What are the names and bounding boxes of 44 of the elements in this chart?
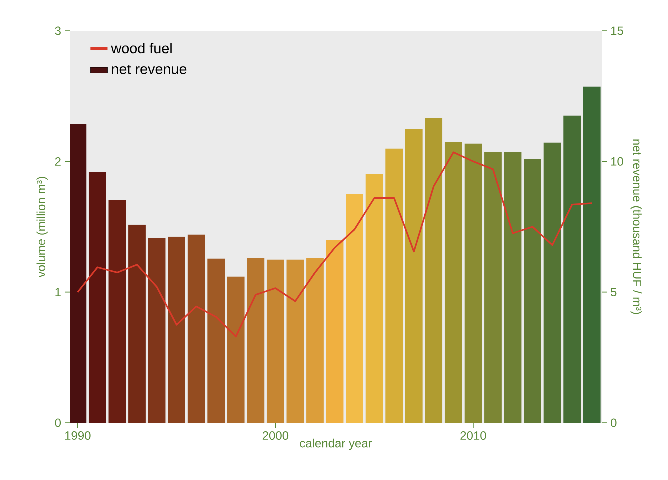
y-tick-label: 3 xyxy=(55,26,61,36)
bar xyxy=(386,148,404,423)
bar xyxy=(88,172,106,423)
y2-tick-label: 10 xyxy=(611,157,624,166)
bar xyxy=(168,236,186,423)
x-axis-title: calendar year xyxy=(300,438,372,450)
bar xyxy=(306,258,324,423)
x-tick-label: 2010 xyxy=(460,432,486,440)
bar xyxy=(564,116,582,423)
bar xyxy=(464,144,482,423)
bar xyxy=(583,86,601,423)
bar xyxy=(524,159,542,423)
bar xyxy=(366,174,384,423)
y-tick-label: 1 xyxy=(56,288,61,296)
y-tick-label: 2 xyxy=(55,157,61,166)
bar xyxy=(405,129,423,423)
bar xyxy=(247,258,265,423)
bar xyxy=(227,276,245,423)
bar xyxy=(266,260,284,423)
x-tick-label: 1990 xyxy=(65,432,91,440)
bar xyxy=(148,238,166,423)
bar xyxy=(286,260,304,423)
bar xyxy=(346,194,364,423)
bar xyxy=(128,224,146,423)
bar xyxy=(425,118,443,423)
bar xyxy=(444,142,462,423)
legend-label: net revenue xyxy=(112,64,187,74)
bar xyxy=(544,142,562,423)
line-series xyxy=(77,152,593,338)
y2-axis-title: net revenue (thousand HUF / m³) xyxy=(630,140,642,314)
y2-tick-label: 0 xyxy=(611,418,617,428)
bar xyxy=(70,124,87,423)
bar xyxy=(484,152,502,423)
bar xyxy=(208,258,226,423)
bar xyxy=(326,240,344,423)
legend-label: wood fuel xyxy=(111,43,172,54)
bar xyxy=(108,200,126,423)
bar xyxy=(504,152,522,423)
y-axis-title: volume (million m³) xyxy=(36,177,48,278)
bar xyxy=(188,234,206,423)
y-tick-label: 0 xyxy=(55,418,62,428)
y2-tick-label: 5 xyxy=(611,288,617,297)
x-tick-label: 2000 xyxy=(262,432,289,440)
y2-tick-label: 15 xyxy=(611,26,624,36)
